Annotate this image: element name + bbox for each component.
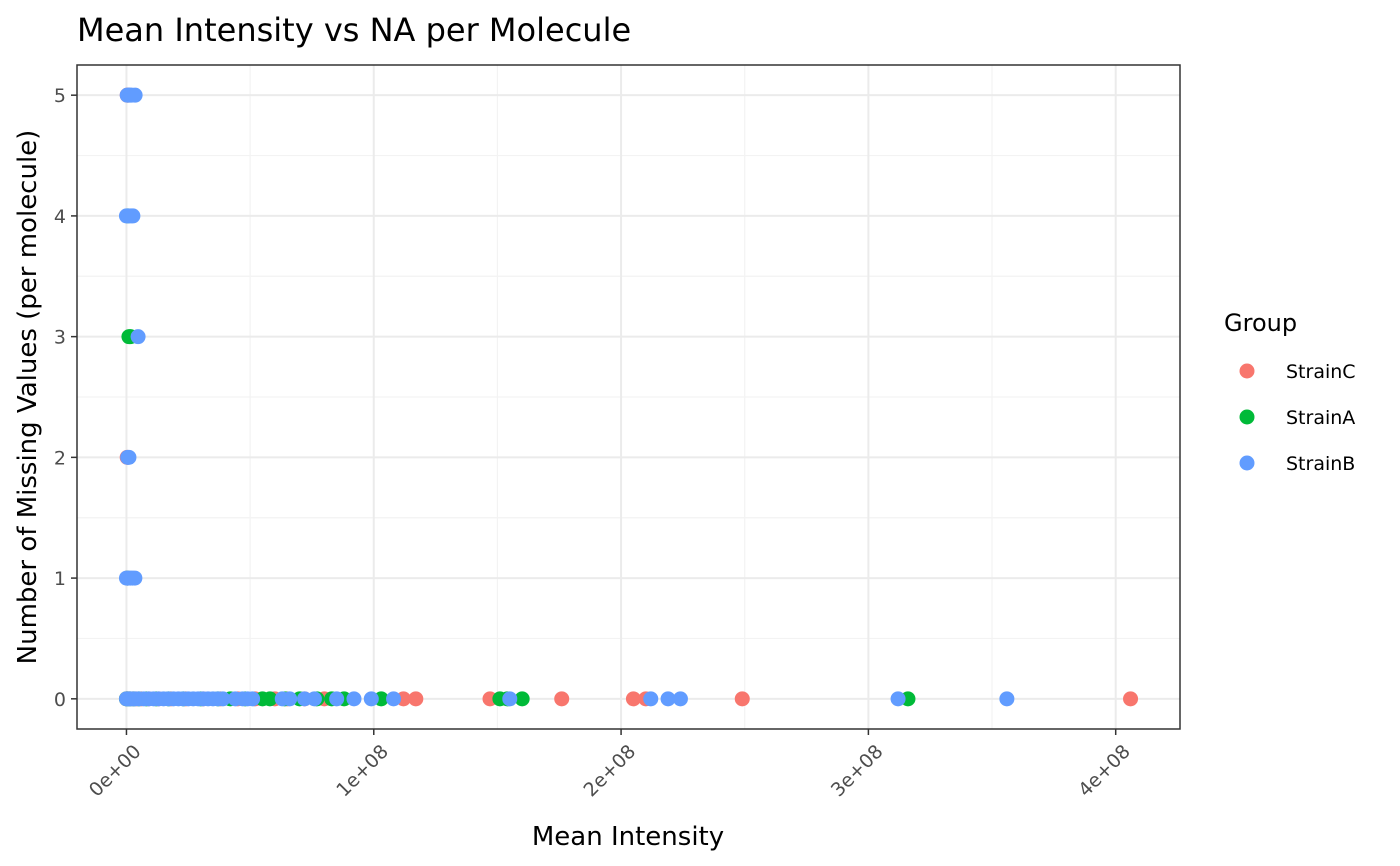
- legend-key-straina: [1239, 409, 1255, 425]
- point-strainb: [363, 691, 379, 707]
- x-tick-label: 3e+08: [827, 741, 888, 802]
- point-strainb: [306, 691, 322, 707]
- y-tick-label: 3: [54, 327, 66, 349]
- chart-title: Mean Intensity vs NA per Molecule: [77, 11, 631, 49]
- x-tick-label: 2e+08: [580, 741, 641, 802]
- point-strainc: [554, 691, 570, 707]
- point-strainc: [625, 691, 641, 707]
- point-strainb: [643, 691, 659, 707]
- y-tick-label: 4: [54, 206, 66, 228]
- legend-key-strainb: [1239, 455, 1255, 471]
- grid-lines: [77, 65, 1180, 729]
- y-tick-label: 5: [54, 85, 66, 107]
- y-tick-label: 2: [54, 447, 66, 469]
- y-axis-title: Number of Missing Values (per molecule): [13, 130, 43, 665]
- x-tick-label: 1e+08: [332, 741, 393, 802]
- x-axis: 0e+00 1e+08 2e+08 3e+08 4e+08: [85, 729, 1135, 801]
- point-strainb: [245, 691, 261, 707]
- point-strainb: [329, 691, 345, 707]
- point-strainc: [408, 691, 424, 707]
- point-strainb: [660, 691, 676, 707]
- panel-border: [76, 64, 1181, 730]
- legend-title: Group: [1224, 309, 1297, 337]
- legend-label-strainb: StrainB: [1286, 453, 1355, 475]
- point-strainb: [127, 570, 143, 586]
- point-straina: [514, 691, 530, 707]
- legend: Group StrainC StrainA StrainB: [1224, 309, 1356, 475]
- point-strainc: [734, 691, 750, 707]
- x-axis-title: Mean Intensity: [532, 822, 724, 852]
- point-strainb: [125, 208, 141, 224]
- point-strainb: [672, 691, 688, 707]
- point-strainb: [999, 691, 1015, 707]
- point-straina: [262, 691, 278, 707]
- y-tick-label: 1: [54, 568, 66, 590]
- x-tick-label: 4e+08: [1074, 741, 1135, 802]
- data-points: [118, 87, 1139, 707]
- point-strainb: [127, 87, 143, 103]
- legend-label-straina: StrainA: [1286, 407, 1355, 429]
- legend-key-strainc: [1239, 363, 1255, 379]
- point-strainb: [215, 691, 231, 707]
- point-strainb: [890, 691, 906, 707]
- x-tick-label: 0e+00: [85, 741, 146, 802]
- y-axis: 0 1 2 3 4 5: [54, 85, 77, 711]
- legend-label-strainc: StrainC: [1286, 361, 1356, 383]
- point-strainb: [121, 449, 137, 465]
- point-strainb: [282, 691, 298, 707]
- point-strainb: [386, 691, 402, 707]
- point-strainc: [1123, 691, 1139, 707]
- point-strainb: [130, 329, 146, 345]
- point-strainb: [346, 691, 362, 707]
- point-strainb: [502, 691, 518, 707]
- y-tick-label: 0: [54, 689, 66, 711]
